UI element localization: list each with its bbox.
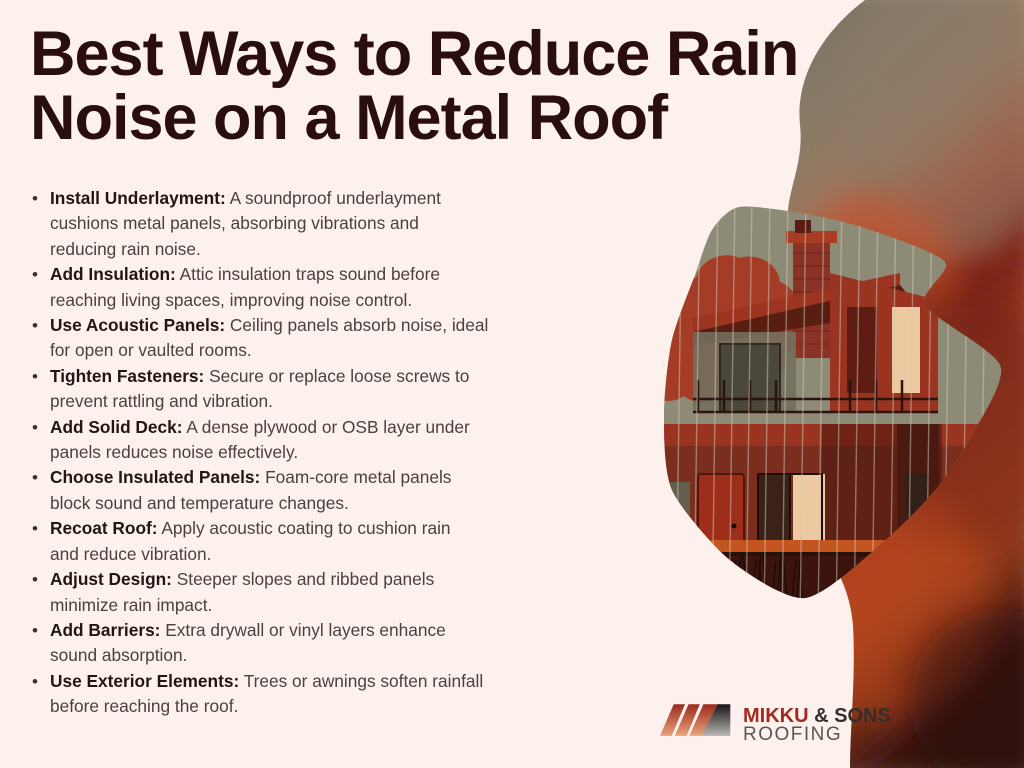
svg-text:ROOFING: ROOFING	[743, 724, 842, 745]
